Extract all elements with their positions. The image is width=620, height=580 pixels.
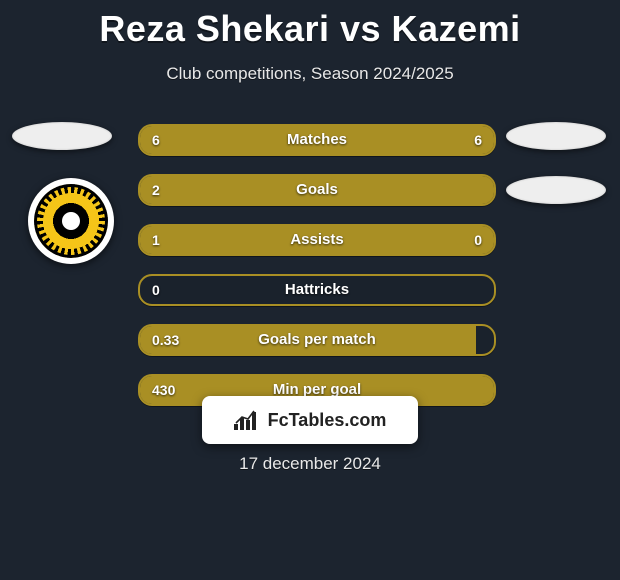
page-title: Reza Shekari vs Kazemi <box>0 0 620 50</box>
player-right-flag <box>506 122 606 150</box>
stat-right-value: 6 <box>474 126 482 154</box>
stats-container: 6 Matches 6 2 Goals 1 Assists 0 0 Hattri… <box>138 124 492 424</box>
brand-text: FcTables.com <box>268 410 387 431</box>
stat-row-assists: 1 Assists 0 <box>138 224 496 256</box>
stat-row-hattricks: 0 Hattricks <box>138 274 496 306</box>
stat-row-goals: 2 Goals <box>138 174 496 206</box>
stat-label: Hattricks <box>140 276 494 304</box>
player-left-club-badge <box>28 178 114 264</box>
player-left-flag <box>12 122 112 150</box>
stat-row-matches: 6 Matches 6 <box>138 124 496 156</box>
page-subtitle: Club competitions, Season 2024/2025 <box>0 64 620 84</box>
brand-link[interactable]: FcTables.com <box>202 396 418 444</box>
player-right-club-badge <box>506 176 606 204</box>
stat-row-goals-per-match: 0.33 Goals per match <box>138 324 496 356</box>
stat-label: Goals per match <box>140 326 494 354</box>
stat-label: Goals <box>140 176 494 204</box>
stat-right-value: 0 <box>474 226 482 254</box>
footer-date: 17 december 2024 <box>0 454 620 474</box>
bars-icon <box>234 410 260 430</box>
stat-label: Assists <box>140 226 494 254</box>
comparison-card: Reza Shekari vs Kazemi Club competitions… <box>0 0 620 580</box>
stat-label: Matches <box>140 126 494 154</box>
